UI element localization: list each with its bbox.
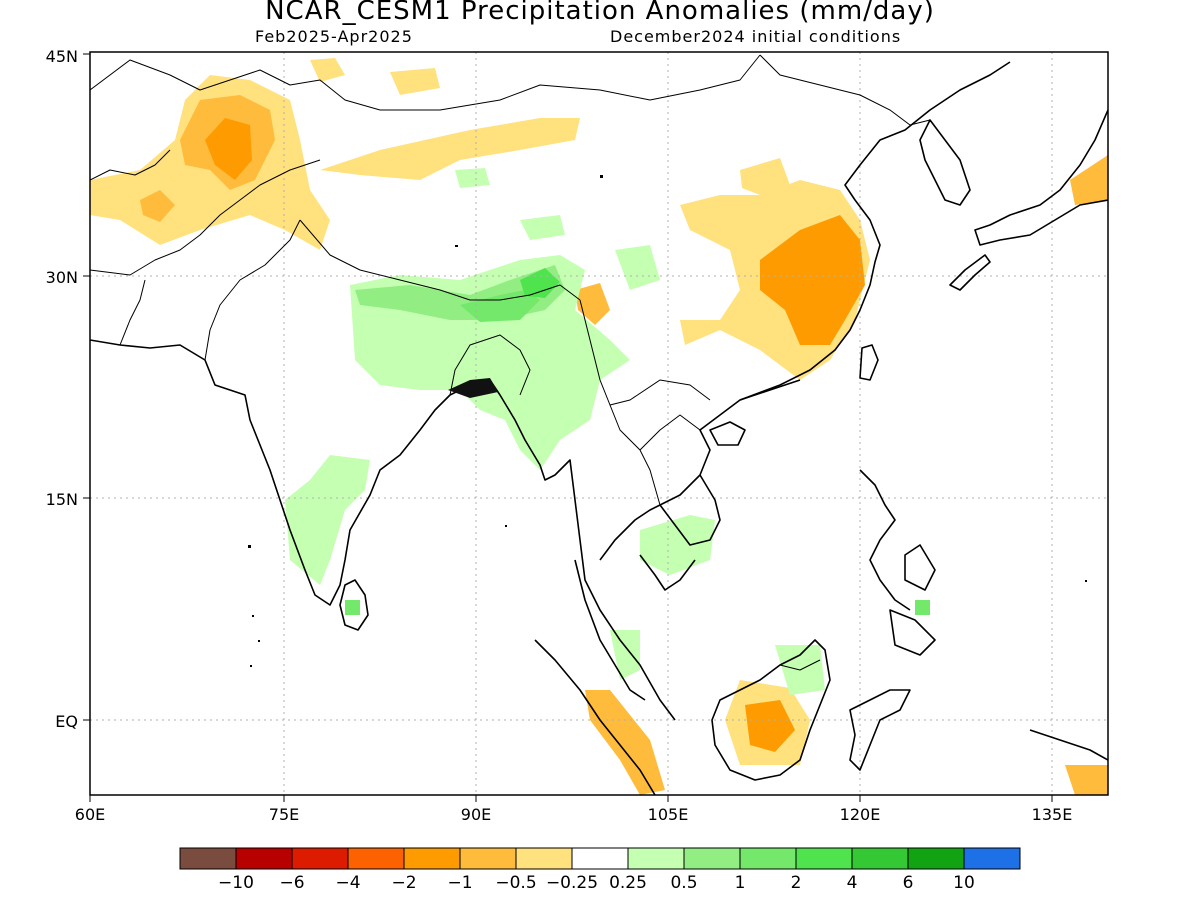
colorbar-label: 2 xyxy=(791,873,802,893)
colorbar-swatch xyxy=(347,847,405,870)
anomaly-region xyxy=(585,690,665,795)
anomaly-region xyxy=(640,515,715,575)
anomaly-region xyxy=(310,58,345,82)
anomaly-region xyxy=(390,68,440,95)
colorbar-label: −2 xyxy=(391,873,416,893)
colorbar-label: 10 xyxy=(953,873,975,893)
colorbar-swatch xyxy=(179,847,237,870)
colorbar-label: 0.5 xyxy=(670,873,697,893)
anomaly-region xyxy=(915,600,930,615)
map-title: NCAR_CESM1 Precipitation Anomalies (mm/d… xyxy=(265,0,935,26)
colorbar-label: 1 xyxy=(735,873,746,893)
colorbar-label: −6 xyxy=(279,873,304,893)
colorbar: −10 −6 −4 −2 −1 −0.5 −0.25 0.25 0.5 1 2 4 6 10 xyxy=(179,847,1021,893)
colorbar-swatch xyxy=(851,847,909,870)
anomaly-region xyxy=(610,630,640,680)
lon-labels: 60E 75E 90E 105E 120E 135E xyxy=(75,805,1073,824)
colorbar-swatch xyxy=(907,847,965,870)
colorbar-label: −4 xyxy=(335,873,360,893)
island-dots xyxy=(248,175,1087,667)
anomaly-region xyxy=(455,168,490,188)
bangladesh-coast-fill xyxy=(448,378,498,398)
country-borders xyxy=(90,54,931,671)
colorbar-swatch xyxy=(627,847,685,870)
colorbar-swatch xyxy=(515,847,573,870)
colorbar-label: 0.25 xyxy=(609,873,647,893)
grid-lines xyxy=(90,52,1108,795)
colorbar-label: −0.5 xyxy=(495,873,536,893)
lon-tick-label: 60E xyxy=(75,805,105,824)
anomaly-region xyxy=(285,455,370,585)
colorbar-label: −1 xyxy=(447,873,472,893)
colorbar-swatch xyxy=(403,847,461,870)
lon-tick-label: 75E xyxy=(269,805,299,824)
colorbar-swatch xyxy=(459,847,517,870)
lat-tick-label: 45N xyxy=(46,47,78,66)
colorbar-label: 4 xyxy=(847,873,858,893)
lat-tick-label: 15N xyxy=(46,490,78,509)
colorbar-label: −10 xyxy=(218,873,254,893)
anomaly-region xyxy=(140,190,175,222)
tick-marks xyxy=(83,53,1053,802)
anomaly-shading xyxy=(90,58,1108,795)
colorbar-swatch xyxy=(291,847,349,870)
colorbar-swatch xyxy=(571,847,629,870)
coastlines xyxy=(90,61,1108,795)
anomaly-region xyxy=(760,215,865,345)
lat-tick-label: 30N xyxy=(46,268,78,287)
colorbar-label: −0.25 xyxy=(546,873,598,893)
map-frame xyxy=(89,51,1109,796)
anomaly-region xyxy=(1070,155,1108,205)
lon-tick-label: 90E xyxy=(461,805,491,824)
anomaly-region xyxy=(205,118,252,180)
colorbar-swatch xyxy=(739,847,797,870)
lon-tick-label: 105E xyxy=(648,805,689,824)
colorbar-swatch xyxy=(795,847,853,870)
forecast-period: Feb2025-Apr2025 xyxy=(255,27,413,46)
anomaly-region xyxy=(345,600,360,615)
anomaly-region xyxy=(615,245,660,290)
anomaly-region xyxy=(460,290,540,322)
colorbar-swatch xyxy=(235,847,293,870)
anomaly-region xyxy=(520,215,565,240)
anomaly-region xyxy=(320,118,580,180)
colorbar-swatch xyxy=(683,847,741,870)
map-content xyxy=(90,52,1108,795)
anomaly-region xyxy=(1065,765,1108,795)
colorbar-label: 6 xyxy=(903,873,914,893)
lon-tick-label: 120E xyxy=(840,805,881,824)
lon-tick-label: 135E xyxy=(1032,805,1073,824)
lat-labels: 45N 30N 15N EQ xyxy=(46,47,78,731)
anomaly-region xyxy=(740,158,790,195)
anomaly-region xyxy=(745,700,795,752)
lat-tick-label: EQ xyxy=(55,712,78,731)
initial-conditions: December2024 initial conditions xyxy=(610,27,902,46)
colorbar-swatch xyxy=(963,847,1021,870)
